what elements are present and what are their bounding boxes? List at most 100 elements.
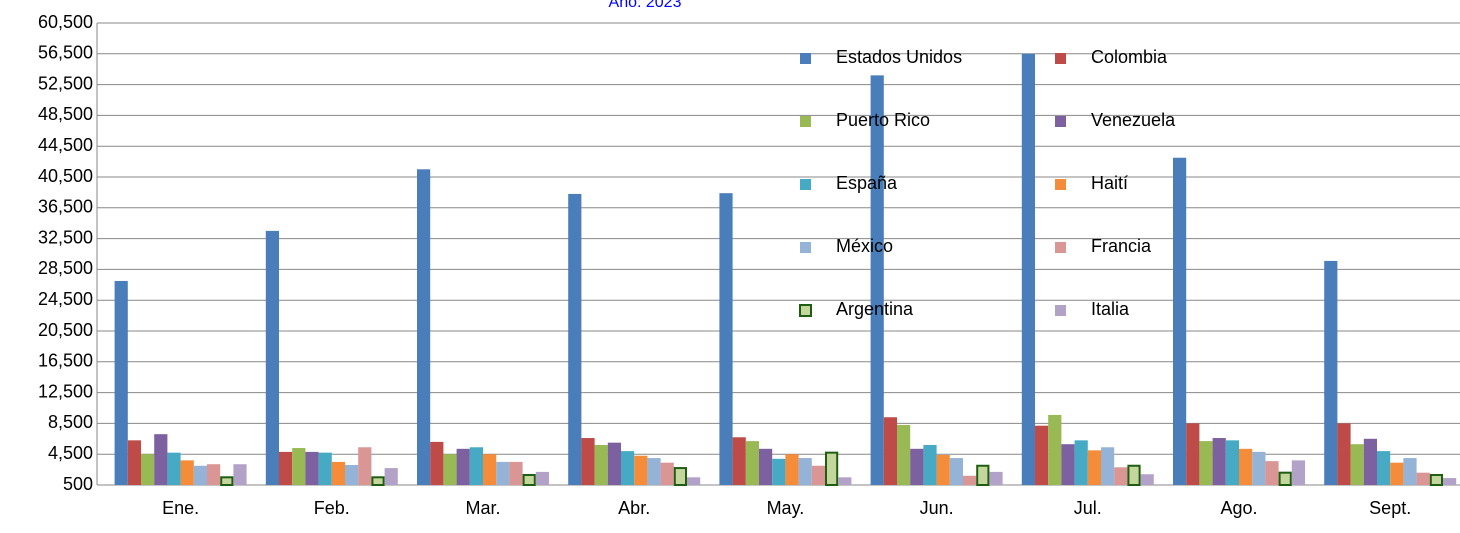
- y-tick-label: 52,500: [38, 73, 93, 93]
- bar: [1324, 260, 1338, 485]
- legend-swatch: [800, 242, 811, 253]
- bar: [331, 461, 345, 485]
- y-tick-label: 16,500: [38, 351, 93, 371]
- bar: [989, 471, 1003, 485]
- bar: [535, 471, 549, 485]
- y-tick-label: 500: [63, 474, 93, 494]
- bar: [1291, 460, 1305, 485]
- bar: [594, 444, 608, 485]
- bar: [963, 475, 977, 485]
- y-tick-label: 24,500: [38, 289, 93, 309]
- bar: [384, 468, 398, 485]
- bar: [443, 454, 457, 485]
- legend-swatch: [1055, 53, 1066, 64]
- bar: [292, 448, 306, 485]
- legend-label: Haití: [1091, 173, 1128, 193]
- legend-swatch: [800, 53, 811, 64]
- x-tick-label: Sept.: [1369, 498, 1411, 518]
- y-tick-label: 20,500: [38, 320, 93, 340]
- bar: [621, 451, 635, 485]
- bar: [634, 455, 648, 485]
- y-tick-label: 4,500: [48, 443, 93, 463]
- bar: [825, 451, 839, 487]
- bar: [936, 454, 950, 485]
- bar: [647, 458, 661, 485]
- bar: [1239, 448, 1253, 485]
- bar: [1021, 53, 1035, 486]
- legend-swatch: [800, 179, 811, 190]
- bar: [660, 462, 674, 485]
- bar: [949, 458, 963, 485]
- legend-label: Francia: [1091, 236, 1152, 256]
- bar: [785, 454, 799, 485]
- bar: [1101, 447, 1115, 485]
- bar: [1265, 461, 1279, 485]
- bar: [114, 280, 128, 485]
- bar: [897, 424, 911, 485]
- legend-label: Puerto Rico: [836, 110, 930, 130]
- bar: [220, 476, 234, 486]
- x-tick-label: Feb.: [314, 498, 350, 518]
- y-tick-label: 60,500: [38, 12, 93, 32]
- bar: [456, 448, 470, 485]
- legend-label: Colombia: [1091, 47, 1168, 67]
- bar: [1074, 440, 1088, 485]
- y-tick-label: 28,500: [38, 258, 93, 278]
- bar: [1186, 423, 1200, 485]
- bar: [719, 193, 733, 486]
- bar: [358, 447, 372, 485]
- bar: [870, 75, 884, 486]
- x-tick-label: Abr.: [618, 498, 650, 518]
- bar: [318, 452, 332, 485]
- y-tick-label: 12,500: [38, 381, 93, 401]
- bar: [759, 448, 773, 485]
- bar: [1035, 425, 1049, 485]
- bar: [1443, 478, 1457, 485]
- legend-swatch: [1055, 305, 1066, 316]
- bar: [1416, 472, 1430, 485]
- legend-label: Argentina: [836, 299, 914, 319]
- legend-swatch: [1055, 242, 1066, 253]
- y-tick-label: 8,500: [48, 412, 93, 432]
- bar: [233, 464, 247, 485]
- bar: [417, 169, 431, 486]
- bar: [1140, 474, 1154, 485]
- bar: [607, 442, 621, 485]
- bar: [1278, 471, 1292, 486]
- y-tick-label: 40,500: [38, 166, 93, 186]
- y-tick-label: 32,500: [38, 227, 93, 247]
- bar: [207, 464, 221, 485]
- bar: [430, 441, 444, 485]
- bar: [496, 461, 510, 485]
- bar: [522, 473, 536, 486]
- bar: [483, 454, 497, 485]
- x-tick-label: May.: [767, 498, 805, 518]
- bar: [1127, 464, 1141, 486]
- x-tick-label: Ene.: [162, 498, 199, 518]
- bar: [1363, 438, 1377, 485]
- bar: [883, 417, 897, 485]
- bar: [1061, 444, 1075, 485]
- bar: [772, 458, 786, 485]
- bar: [811, 465, 825, 485]
- legend-label: España: [836, 173, 898, 193]
- bar: [167, 452, 181, 485]
- bar: [469, 447, 483, 485]
- bar: [1173, 157, 1187, 485]
- bar: [509, 461, 523, 485]
- bar: [279, 451, 293, 485]
- bar: [1403, 458, 1417, 485]
- legend-swatch: [800, 116, 811, 127]
- bar: [732, 437, 746, 485]
- x-tick-label: Jul.: [1074, 498, 1102, 518]
- bar: [1377, 451, 1391, 485]
- y-tick-label: 48,500: [38, 104, 93, 124]
- bar: [1048, 414, 1062, 485]
- bar: [1212, 438, 1226, 485]
- y-tick-label: 56,500: [38, 43, 93, 63]
- legend-label: Estados Unidos: [836, 47, 962, 67]
- bar: [1429, 473, 1444, 486]
- bar: [687, 477, 701, 485]
- bar: [127, 440, 141, 485]
